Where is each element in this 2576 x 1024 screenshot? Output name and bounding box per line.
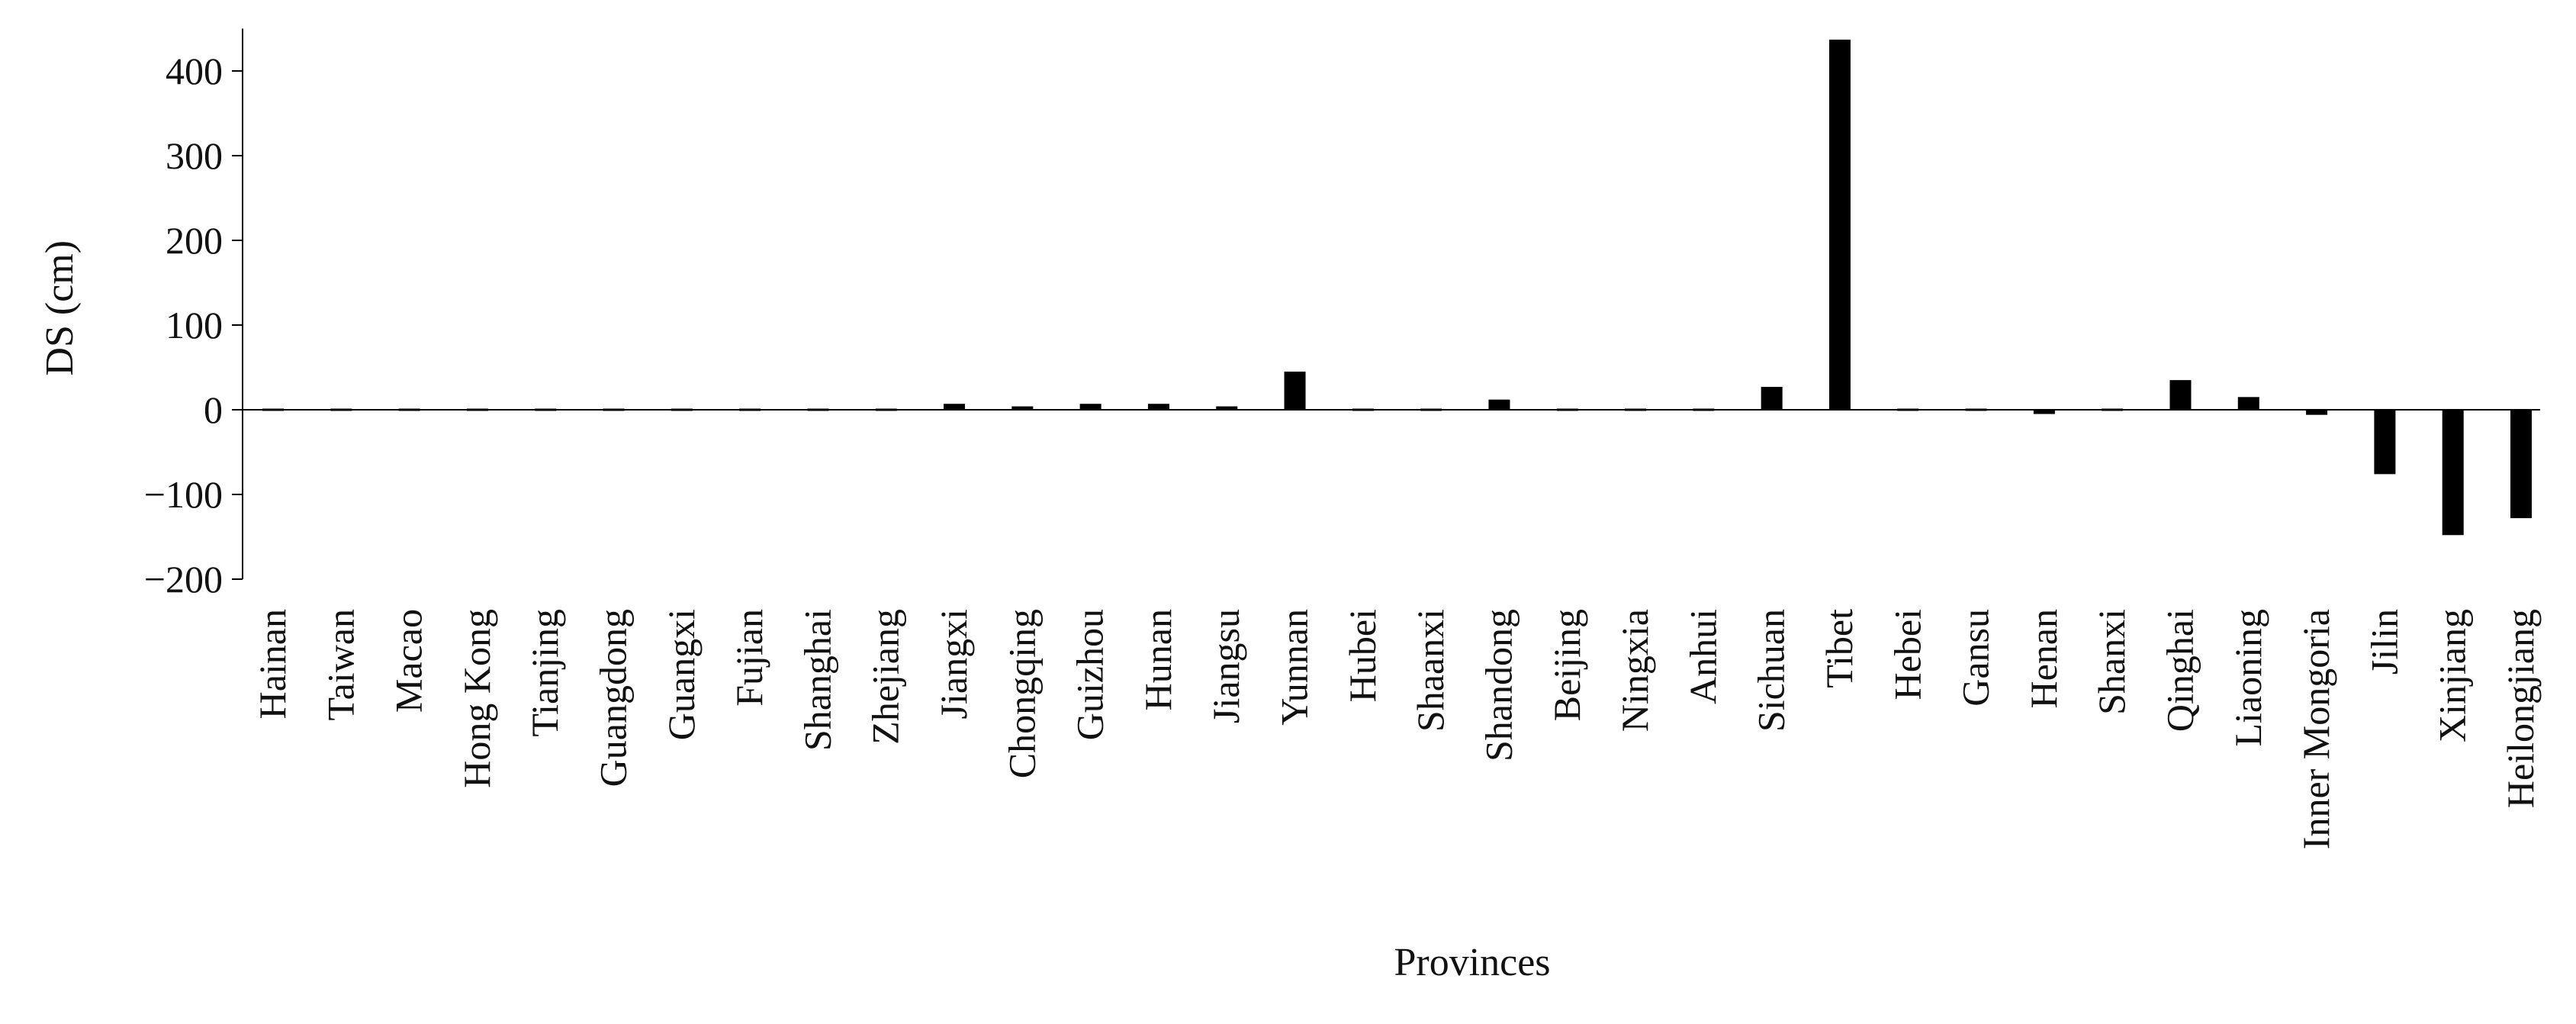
bar xyxy=(944,404,966,410)
category-label: Anhui xyxy=(1681,609,1724,704)
category-label: Henan xyxy=(2022,609,2065,709)
category-label: Liaoning xyxy=(2227,609,2269,747)
category-label: Jiangxi xyxy=(932,609,975,719)
bar xyxy=(1828,39,1851,411)
bar xyxy=(2237,397,2259,410)
category-label: Shaanxi xyxy=(1409,609,1452,732)
bars xyxy=(262,39,2532,536)
category-label: Guangxi xyxy=(660,609,703,740)
category-label: Gansu xyxy=(1954,609,1997,707)
y-tick-label: 0 xyxy=(204,388,223,431)
bar xyxy=(2169,380,2192,410)
bar xyxy=(2510,410,2532,519)
category-label: Fujian xyxy=(728,609,770,707)
y-tick-label: 200 xyxy=(166,219,223,262)
category-label: Zhejiang xyxy=(864,609,907,745)
category-label: Jiangsu xyxy=(1204,609,1247,723)
category-label: Hebei xyxy=(1886,609,1928,700)
category-label: Shandong xyxy=(1477,609,1520,762)
category-labels: Hainan Taiwan Macao Hong Kong Tianjing Guangd… xyxy=(251,609,2542,849)
category-label: Tianjing xyxy=(523,609,566,737)
bar xyxy=(1761,387,1783,410)
category-label: Yunnan xyxy=(1273,609,1316,726)
category-label: Ningxia xyxy=(1613,609,1656,732)
category-label: Beijing xyxy=(1545,609,1588,721)
category-label: Taiwan xyxy=(319,609,362,720)
category-label: Xinjiang xyxy=(2431,609,2474,742)
category-label: Guizhou xyxy=(1069,609,1111,740)
y-tick-label: −100 xyxy=(144,473,223,516)
y-tick-label: −200 xyxy=(144,558,223,601)
category-label: Qinghai xyxy=(2158,609,2201,732)
category-label: Hubei xyxy=(1341,609,1384,702)
bar xyxy=(2374,410,2396,475)
category-label: Hainan xyxy=(251,609,294,719)
category-label: Guangdong xyxy=(592,609,635,787)
category-label: Tibet xyxy=(1818,609,1860,688)
category-label: Hunan xyxy=(1137,609,1179,710)
category-label: Hong Kong xyxy=(455,609,498,788)
category-label: Shanghai xyxy=(796,609,838,751)
bar xyxy=(1488,399,1510,410)
category-label: Heilongjiang xyxy=(2499,609,2542,808)
bar xyxy=(1079,404,1101,410)
bar xyxy=(1011,406,1034,410)
category-label: Inner Mongoria xyxy=(2295,609,2337,849)
bar xyxy=(2442,410,2464,536)
y-tick-label: 100 xyxy=(166,304,223,346)
category-label: Shanxi xyxy=(2090,609,2133,715)
bar xyxy=(1284,372,1306,410)
bar xyxy=(1147,404,1169,410)
bar xyxy=(2033,410,2055,414)
y-tick-label: 300 xyxy=(166,134,223,177)
category-label: Jilin xyxy=(2362,609,2405,675)
category-label: Chongqing xyxy=(1000,609,1043,778)
bar xyxy=(1216,406,1238,410)
y-axis-title: DS (cm) xyxy=(38,240,82,376)
x-axis-title: Provinces xyxy=(1394,941,1550,984)
category-label: Sichuan xyxy=(1750,609,1793,732)
y-tick-label: 400 xyxy=(166,50,223,92)
y-axis: −200 −100 0 100 200 300 400 xyxy=(144,28,243,601)
category-label: Macao xyxy=(388,609,430,713)
bar xyxy=(2306,410,2328,415)
